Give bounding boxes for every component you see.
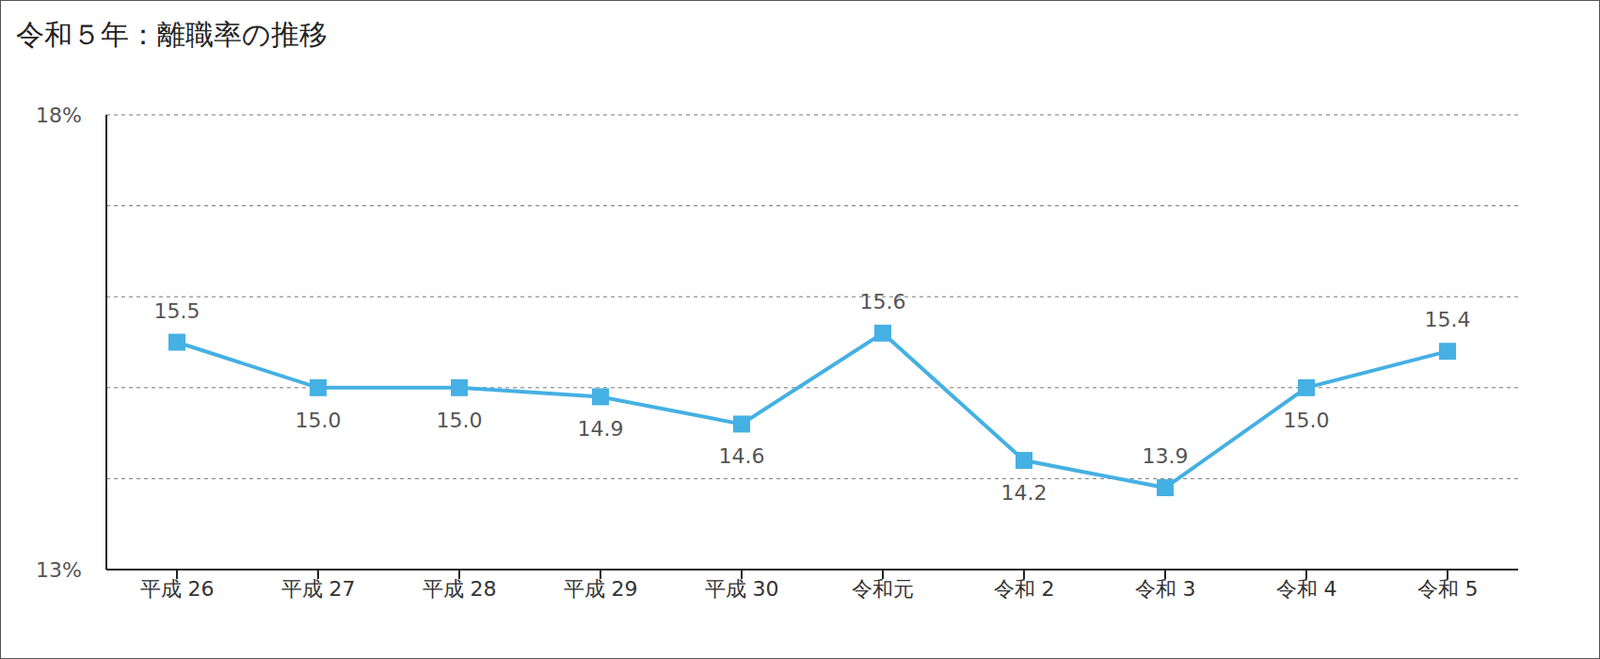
svg-text:14.2: 14.2 [1001, 480, 1048, 505]
svg-text:平成 28: 平成 28 [422, 576, 497, 601]
svg-text:14.9: 14.9 [577, 416, 624, 441]
svg-text:令和 4: 令和 4 [1276, 576, 1338, 601]
svg-text:15.0: 15.0 [436, 408, 483, 432]
svg-text:15.5: 15.5 [154, 299, 201, 323]
svg-text:平成 27: 平成 27 [281, 576, 356, 601]
svg-text:14.6: 14.6 [719, 444, 766, 468]
svg-text:15.0: 15.0 [1283, 408, 1330, 432]
svg-text:13%: 13% [35, 558, 82, 582]
svg-text:15.0: 15.0 [295, 408, 342, 432]
svg-text:令和 3: 令和 3 [1135, 576, 1197, 601]
svg-text:15.6: 15.6 [860, 289, 907, 314]
svg-text:令和元: 令和元 [851, 576, 914, 601]
svg-text:平成 26: 平成 26 [140, 576, 215, 601]
svg-text:13.9: 13.9 [1142, 444, 1189, 468]
svg-text:平成 29: 平成 29 [563, 576, 639, 601]
svg-text:令和 2: 令和 2 [993, 576, 1056, 601]
html-text:令和５年：離職率の推移: 令和５年：離職率の推移 [16, 17, 328, 51]
svg-text:15.4: 15.4 [1424, 307, 1472, 332]
svg-text:令和 5: 令和 5 [1417, 576, 1479, 601]
svg-text:18%: 18% [35, 103, 82, 128]
svg-text:平成 30: 平成 30 [704, 576, 780, 601]
